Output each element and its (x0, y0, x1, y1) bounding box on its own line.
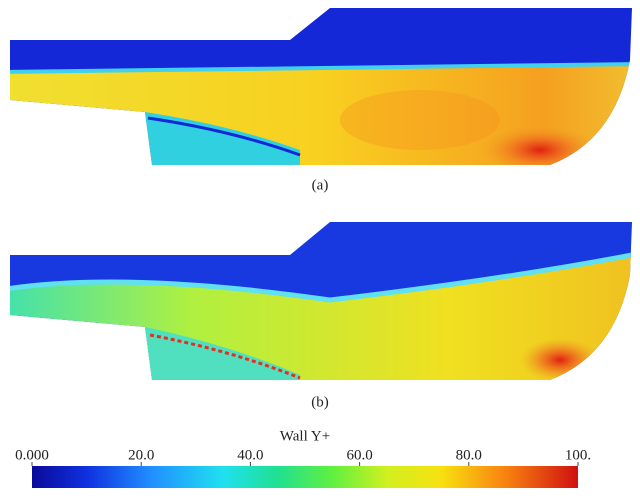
hull-a (10, 8, 632, 165)
colorbar (32, 466, 578, 488)
hull-b (10, 222, 632, 380)
caption: (b) (311, 394, 329, 410)
tick-label: 60.0 (346, 447, 372, 463)
tick-label: 40.0 (237, 447, 263, 463)
tick-label: 0.000 (15, 447, 49, 463)
tick-label: 20.0 (128, 447, 154, 463)
tick-label: 100. (565, 447, 591, 463)
caption: (a) (312, 177, 329, 193)
colorbar-title: Wall Y+ (280, 428, 330, 444)
tick-label: 80.0 (456, 447, 482, 463)
